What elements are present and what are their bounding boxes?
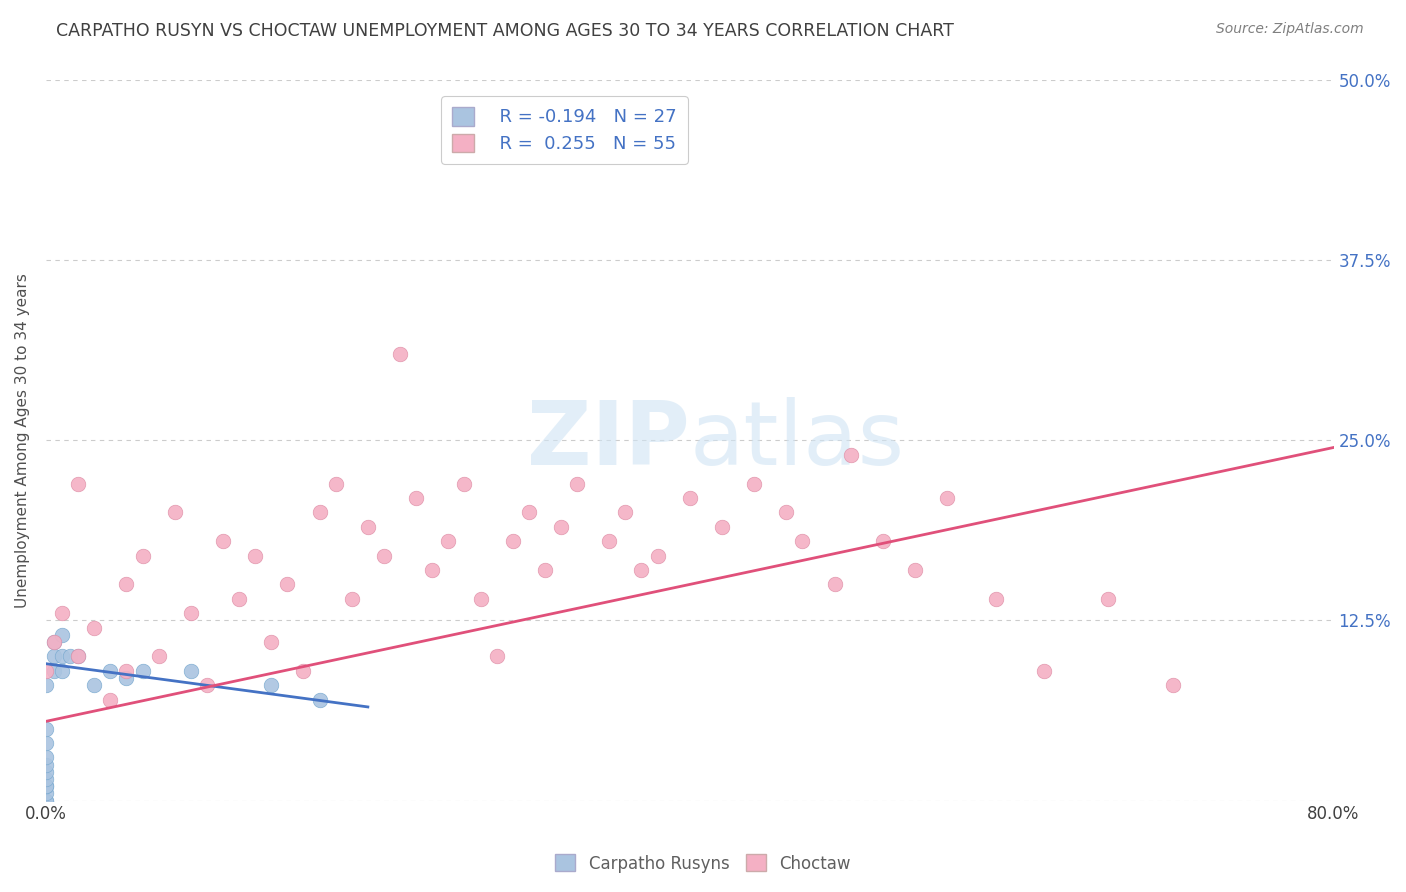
Point: [308, 692, 330, 706]
Point: [35, 664, 58, 678]
Point: [470, 591, 492, 606]
Point: [405, 491, 427, 505]
Point: [437, 534, 460, 549]
Point: [308, 505, 330, 519]
Point: [42, 664, 65, 678]
Point: [260, 635, 283, 649]
Point: [792, 534, 814, 549]
Point: [389, 347, 412, 361]
Point: [35, 772, 58, 786]
Point: [517, 505, 540, 519]
Point: [775, 505, 797, 519]
Point: [35, 678, 58, 692]
Text: ZIP: ZIP: [527, 397, 690, 483]
Point: [59, 649, 82, 664]
Point: [502, 534, 524, 549]
Point: [51, 607, 73, 621]
Point: [824, 577, 846, 591]
Point: [245, 549, 267, 563]
Point: [35, 794, 58, 808]
Point: [51, 628, 73, 642]
Point: [180, 607, 202, 621]
Legend: Carpatho Rusyns, Choctaw: Carpatho Rusyns, Choctaw: [548, 847, 858, 880]
Point: [710, 520, 733, 534]
Point: [67, 476, 90, 491]
Point: [163, 505, 186, 519]
Point: [373, 549, 395, 563]
Point: [630, 563, 652, 577]
Point: [325, 476, 347, 491]
Point: [1161, 678, 1184, 692]
Point: [35, 779, 58, 793]
Point: [35, 779, 58, 793]
Point: [51, 649, 73, 664]
Point: [35, 722, 58, 736]
Point: [180, 664, 202, 678]
Point: [276, 577, 298, 591]
Point: [420, 563, 443, 577]
Point: [98, 692, 121, 706]
Point: [565, 476, 588, 491]
Point: [51, 664, 73, 678]
Point: [340, 591, 363, 606]
Point: [357, 520, 380, 534]
Point: [550, 520, 572, 534]
Point: [872, 534, 894, 549]
Point: [195, 678, 218, 692]
Point: [485, 649, 508, 664]
Point: [292, 664, 315, 678]
Point: [42, 649, 65, 664]
Point: [35, 736, 58, 750]
Point: [35, 757, 58, 772]
Point: [904, 563, 927, 577]
Point: [148, 649, 170, 664]
Point: [984, 591, 1007, 606]
Point: [67, 649, 90, 664]
Point: [614, 505, 637, 519]
Point: [228, 591, 250, 606]
Legend:   R = -0.194   N = 27,   R =  0.255   N = 55: R = -0.194 N = 27, R = 0.255 N = 55: [441, 96, 688, 164]
Point: [839, 448, 862, 462]
Point: [534, 563, 557, 577]
Point: [598, 534, 620, 549]
Point: [83, 678, 105, 692]
Point: [98, 664, 121, 678]
Point: [742, 476, 765, 491]
Text: atlas: atlas: [690, 397, 905, 483]
Point: [1032, 664, 1054, 678]
Text: CARPATHO RUSYN VS CHOCTAW UNEMPLOYMENT AMONG AGES 30 TO 34 YEARS CORRELATION CHA: CARPATHO RUSYN VS CHOCTAW UNEMPLOYMENT A…: [56, 22, 955, 40]
Point: [42, 635, 65, 649]
Point: [115, 577, 138, 591]
Point: [679, 491, 702, 505]
Point: [212, 534, 235, 549]
Point: [453, 476, 475, 491]
Point: [35, 786, 58, 800]
Point: [35, 750, 58, 764]
Point: [936, 491, 959, 505]
Point: [67, 649, 90, 664]
Point: [42, 635, 65, 649]
Point: [1097, 591, 1119, 606]
Point: [115, 671, 138, 685]
Y-axis label: Unemployment Among Ages 30 to 34 years: Unemployment Among Ages 30 to 34 years: [15, 273, 30, 607]
Point: [131, 549, 153, 563]
Text: Source: ZipAtlas.com: Source: ZipAtlas.com: [1216, 22, 1364, 37]
Point: [115, 664, 138, 678]
Point: [35, 764, 58, 779]
Point: [83, 621, 105, 635]
Point: [131, 664, 153, 678]
Point: [35, 794, 58, 808]
Point: [260, 678, 283, 692]
Point: [647, 549, 669, 563]
